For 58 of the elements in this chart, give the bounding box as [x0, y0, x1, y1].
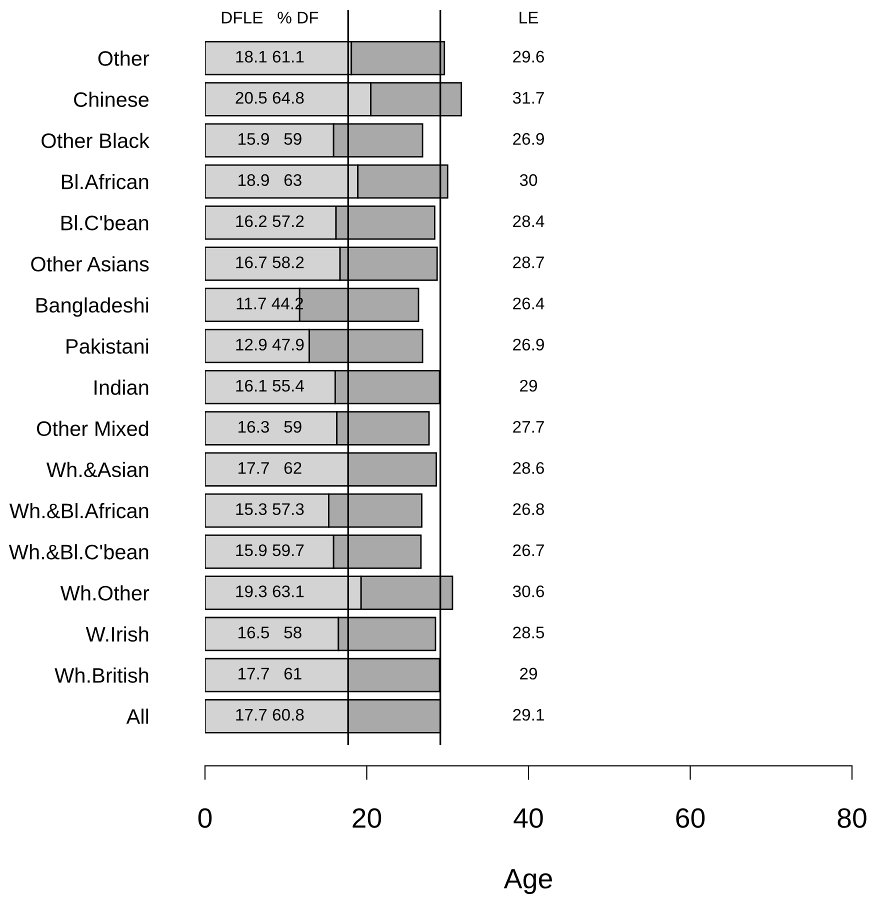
- data-label: 16.2 57.2: [236, 215, 304, 228]
- y-tick-label: Indian: [94, 380, 148, 395]
- y-tick-label: Other Asians: [31, 256, 149, 272]
- annotation: LE: [520, 12, 538, 24]
- data-label: 16.1 55.4: [236, 380, 304, 392]
- x-tick-label: 0: [198, 808, 212, 828]
- annotation: 29.1: [513, 708, 544, 721]
- y-tick-label: Bl.African: [62, 174, 148, 190]
- y-tick-label: Wh.Other: [60, 585, 150, 601]
- data-label: 18.1 61.1: [236, 50, 304, 63]
- y-tick-label: Bl.C'bean: [61, 215, 148, 230]
- x-tick-label: 20: [352, 808, 382, 828]
- x-tick-label: 80: [838, 808, 866, 828]
- y-tick-label: Chinese: [74, 92, 149, 108]
- annotation: 28.5: [513, 626, 544, 638]
- y-tick-label: Bangladeshi: [36, 297, 148, 317]
- annotation: 28.4: [513, 215, 544, 228]
- x-axis-title: Age: [504, 869, 552, 894]
- y-tick-label: Wh.&Asian: [46, 462, 148, 478]
- annotation: 30.6: [512, 585, 544, 598]
- x-tick-label: 60: [676, 808, 705, 828]
- y-tick-label: Pakistani: [66, 338, 148, 354]
- annotation: 26.9: [513, 338, 544, 351]
- data-label: 17.7 61: [238, 668, 302, 680]
- y-tick-label: Other Mixed: [36, 420, 148, 436]
- data-label: 12.9 47.9: [236, 338, 304, 351]
- data-label: 15.9 59: [238, 133, 302, 145]
- annotation: 28.6: [513, 462, 544, 474]
- y-tick-label: Wh.&Bl.C'bean: [8, 544, 148, 560]
- annotation: 27.7: [513, 420, 544, 433]
- data-label: 16.3 59: [238, 420, 302, 433]
- annotation: 26.7: [513, 544, 544, 556]
- y-tick-label: Wh.&Bl.African: [9, 503, 148, 518]
- annotation: 29.6: [513, 50, 544, 63]
- data-label: 16.5 58: [238, 626, 302, 638]
- data-label: 17.7 62: [238, 462, 302, 474]
- annotation: 30: [520, 174, 538, 186]
- data-label: 17.7 60.8: [236, 708, 304, 721]
- annotation: DFLE % DF: [222, 12, 318, 24]
- data-label: 19.3 63.1: [236, 585, 304, 598]
- data-label: 18.9 63: [238, 174, 302, 186]
- data-label: 15.3 57.3: [236, 503, 304, 516]
- annotation: 28.7: [513, 256, 544, 268]
- y-tick-label: Other Black: [42, 132, 150, 148]
- y-tick-label: Other: [98, 50, 150, 66]
- annotation: 26.8: [513, 503, 544, 516]
- y-tick-label: W.Irish: [86, 626, 148, 642]
- data-label: 16.7 58.2: [236, 256, 304, 268]
- y-tick-label: All: [126, 708, 148, 724]
- annotation: 29: [520, 380, 537, 392]
- y-tick-label: Wh.British: [54, 668, 148, 683]
- data-label: 15.9 59.7: [236, 544, 304, 556]
- annotation: 26.9: [513, 133, 544, 145]
- data-label: 20.5 64.8: [236, 92, 304, 104]
- annotation: 29: [520, 668, 537, 680]
- annotation: 26.4: [513, 298, 544, 310]
- x-tick-label: 40: [514, 808, 543, 828]
- annotation: 31.7: [512, 92, 544, 104]
